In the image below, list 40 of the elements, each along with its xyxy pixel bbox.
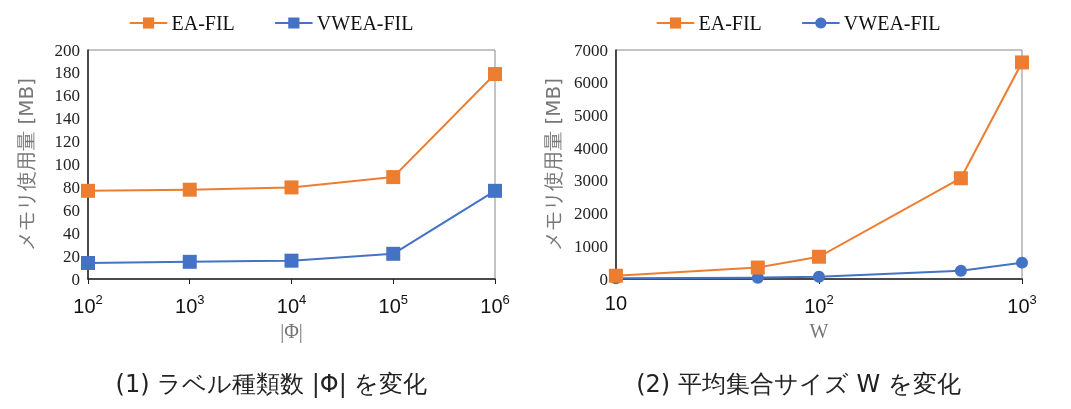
y-tick-label: 40	[63, 223, 80, 243]
y-tick-label: 1000	[573, 236, 608, 256]
x-tick-label: 10	[604, 292, 628, 314]
point	[386, 246, 401, 261]
legend-label: EA-FIL	[698, 12, 762, 34]
y-axis-title: メモリ使用量 [MB]	[14, 78, 38, 251]
y-tick-label: 60	[63, 200, 80, 220]
y-tick-label: 20	[63, 246, 80, 266]
point	[81, 255, 95, 270]
x-axis-title: |Φ|	[280, 320, 303, 343]
text: (2) 平均集合サイズ W を変化	[636, 370, 961, 398]
y-tick-label: 6000	[573, 73, 608, 93]
legend-label: VWEA-FIL	[316, 12, 414, 34]
y-tick-label: 0	[71, 269, 80, 289]
y-axis-title: メモリ使用量 [MB]	[541, 78, 565, 251]
y-tick-label: 80	[63, 177, 80, 197]
point	[182, 254, 197, 269]
point	[81, 183, 95, 198]
y-tick-label: 200	[54, 40, 80, 60]
x-axis-title: W	[809, 320, 829, 342]
y-tick-label: 2000	[573, 204, 608, 224]
y-tick-label: 120	[54, 132, 80, 152]
y-tick-label: 160	[54, 86, 80, 106]
y-tick-label: 140	[54, 109, 80, 129]
y-tick-label: 5000	[573, 105, 608, 125]
y-tick-label: 180	[54, 63, 80, 83]
y-tick-label: 3000	[573, 171, 608, 191]
point	[386, 170, 401, 185]
point	[284, 180, 299, 195]
point	[182, 182, 197, 197]
point	[284, 253, 299, 268]
y-tick-label: 0	[599, 269, 608, 289]
text: (1) ラベル種類数 |Φ| を変化	[115, 370, 428, 398]
legend-label: EA-FIL	[171, 12, 235, 34]
point	[488, 67, 502, 82]
y-tick-label: 4000	[573, 138, 608, 158]
point	[488, 183, 502, 198]
y-tick-label: 100	[54, 155, 80, 174]
legend-label: VWEA-FIL	[843, 12, 941, 34]
y-tick-label: 7000	[573, 40, 608, 60]
